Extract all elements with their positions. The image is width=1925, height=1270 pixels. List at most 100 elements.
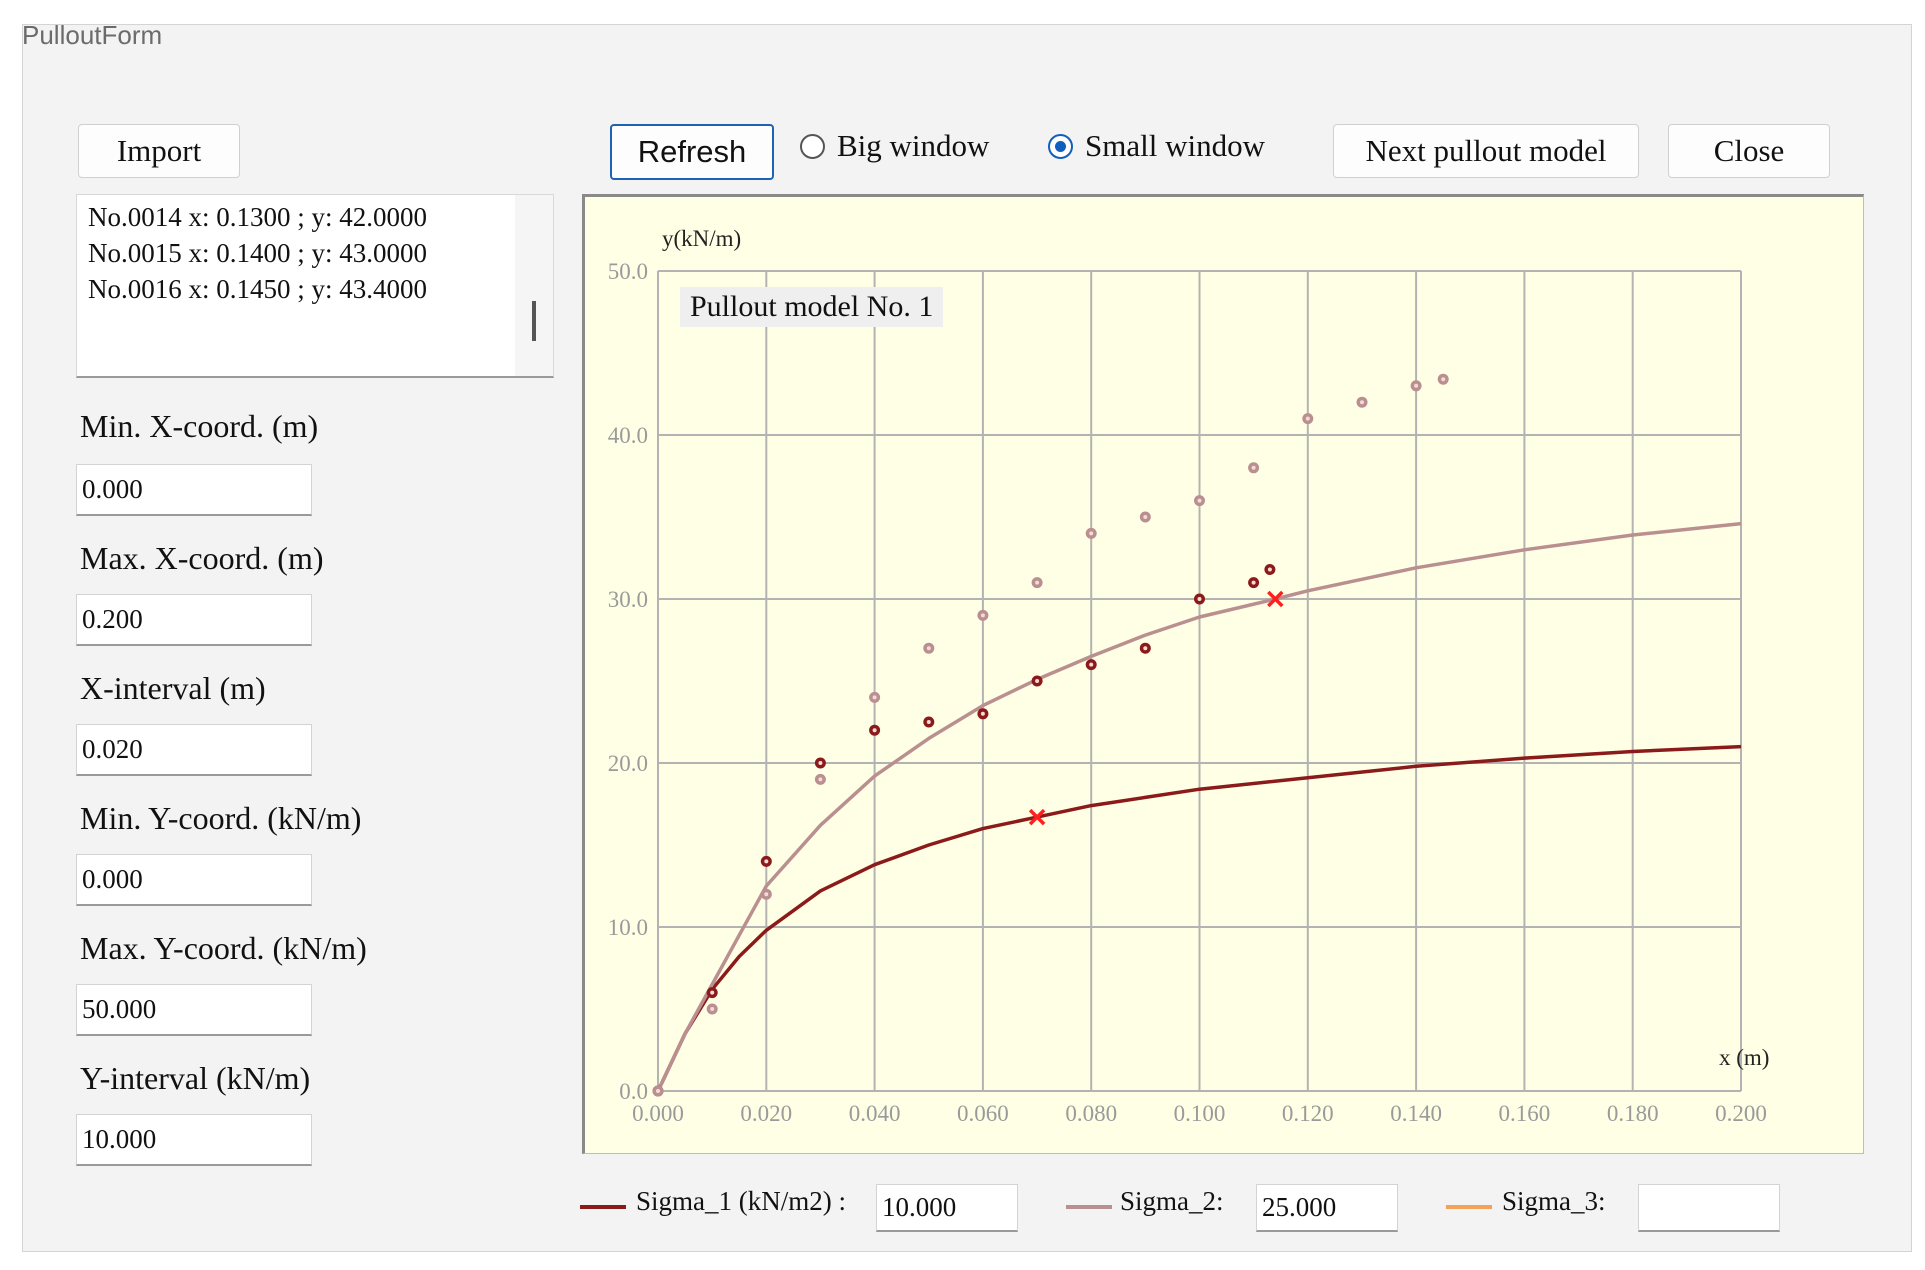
- sigma1-point-center: [1267, 567, 1272, 572]
- sigma2-data-point: [814, 773, 826, 785]
- sigma2-point-center: [1360, 400, 1364, 405]
- x-tick-label: 0.140: [1390, 1101, 1442, 1126]
- sigma2-point-center: [818, 777, 823, 782]
- import-button[interactable]: Import: [78, 124, 240, 178]
- small-window-radio[interactable]: Small window: [1048, 124, 1265, 168]
- y-tick-label: 10.0: [608, 915, 648, 940]
- list-item[interactable]: No.0014 x: 0.1300 ; y: 42.0000: [88, 202, 428, 232]
- sigma3-input[interactable]: [1638, 1184, 1780, 1232]
- sigma2-data-point: [1194, 495, 1205, 507]
- sigma1-data-point: [923, 716, 935, 728]
- sigma1-point-center: [710, 990, 715, 995]
- sigma1-input[interactable]: 10.000: [876, 1184, 1018, 1232]
- y-axis-label: y(kN/m): [662, 226, 741, 251]
- sigma2-point-center: [1305, 416, 1310, 421]
- big-window-radio-circle[interactable]: [800, 133, 825, 159]
- x-axis-label: x (m): [1719, 1045, 1769, 1070]
- window-title: PulloutForm: [22, 20, 163, 50]
- sigma2-data-point: [1031, 577, 1043, 589]
- sigma2-point-center: [1197, 498, 1202, 503]
- peak-marker-stroke: [1267, 590, 1284, 608]
- sigma1-data-point: [706, 987, 718, 999]
- sigma1-point-center: [1143, 646, 1148, 651]
- small-window-radio-circle[interactable]: [1048, 133, 1073, 159]
- sigma2-data-point: [652, 1085, 664, 1097]
- x-interval-input[interactable]: 0.020: [76, 724, 312, 776]
- min-y-input[interactable]: 0.000: [76, 854, 312, 906]
- x-tick-label: 0.080: [1065, 1101, 1117, 1126]
- list-scrollbar[interactable]: [515, 195, 553, 376]
- sigma1-point-center: [1035, 679, 1040, 683]
- sigma2-legend-line: [1066, 1205, 1112, 1209]
- sigma1-point-center: [1089, 662, 1094, 667]
- refresh-button[interactable]: Refresh: [610, 124, 774, 180]
- min-x-input[interactable]: 0.000: [76, 464, 312, 516]
- sigma2-point-center: [764, 892, 769, 897]
- sigma2-data-point: [869, 691, 881, 703]
- sigma1-point-center: [764, 859, 769, 864]
- sigma2-label: Sigma_2:: [1120, 1186, 1224, 1216]
- sigma2-data-point: [1356, 396, 1368, 408]
- max-y-label: Max. Y-coord. (kN/m): [80, 930, 367, 966]
- sigma3-label: Sigma_3:: [1502, 1186, 1606, 1216]
- sigma2-point-center: [1414, 383, 1419, 388]
- x-tick-label: 0.180: [1607, 1101, 1659, 1126]
- data-point-lines: No.0014 x: 0.1300 ; y: 42.0000 No.0015 x…: [77, 195, 553, 307]
- x-interval-label: X-interval (m): [80, 670, 266, 706]
- sigma1-point-center: [818, 761, 823, 765]
- sigma1-fit-curve: [656, 744, 1742, 1092]
- data-point-list[interactable]: No.0014 x: 0.1300 ; y: 42.0000 No.0015 x…: [76, 194, 554, 378]
- x-tick-label: 0.200: [1715, 1101, 1767, 1126]
- y-tick-label: 0.0: [619, 1079, 648, 1104]
- sigma2-data-point: [1410, 380, 1422, 392]
- sigma2-point-center: [710, 1007, 715, 1011]
- pullout-chart: 0.000 0.020 0.040 0.060 0.080 0.100 0.120 0.140…: [608, 226, 1770, 1126]
- sigma2-point-center: [980, 613, 985, 618]
- list-item[interactable]: No.0016 x: 0.1450 ; y: 43.4000: [88, 274, 428, 304]
- sigma2-point-center: [1035, 580, 1040, 585]
- x-tick-label: 0.020: [740, 1101, 792, 1126]
- max-y-input[interactable]: 50.000: [76, 984, 312, 1036]
- sigma2-point-center: [1251, 465, 1256, 470]
- sigma2-data-point: [1248, 462, 1260, 474]
- next-pullout-model-button[interactable]: Next pullout model: [1333, 124, 1639, 178]
- chart-panel: 0.000 0.020 0.040 0.060 0.080 0.100 0.120 0.140…: [582, 194, 1864, 1154]
- max-x-label: Max. X-coord. (m): [80, 540, 324, 576]
- big-window-radio[interactable]: Big window: [800, 124, 989, 168]
- sigma1-label: Sigma_1 (kN/m2) :: [636, 1186, 846, 1216]
- x-tick-label: 0.100: [1174, 1101, 1226, 1126]
- list-item[interactable]: No.0015 x: 0.1400 ; y: 43.0000: [88, 238, 428, 268]
- y-interval-label: Y-interval (kN/m): [80, 1060, 311, 1096]
- max-x-input[interactable]: 0.200: [76, 594, 312, 646]
- sigma3-legend-line: [1446, 1205, 1492, 1209]
- x-tick-label: 0.160: [1499, 1101, 1551, 1126]
- sigma2-data-point: [1085, 527, 1097, 539]
- y-interval-input[interactable]: 10.000: [76, 1114, 312, 1166]
- x-tick-label: 0.000: [632, 1101, 684, 1126]
- sigma1-point-center: [1197, 597, 1202, 601]
- sigma2-input[interactable]: 25.000: [1256, 1184, 1398, 1232]
- sigma1-data-point: [814, 757, 826, 769]
- list-scrollbar-thumb[interactable]: [532, 301, 536, 341]
- peak-marker-stroke: [1028, 808, 1046, 826]
- y-tick-label: 50.0: [608, 259, 648, 284]
- min-y-label: Min. Y-coord. (kN/m): [80, 800, 362, 836]
- sigma1-data-point: [977, 708, 989, 720]
- sigma1-data-point: [869, 724, 881, 736]
- x-tick-label: 0.120: [1282, 1101, 1334, 1126]
- sigma2-data-point: [1437, 373, 1449, 385]
- sigma1-peak-marker: [1028, 808, 1046, 826]
- sigma1-data-point: [1264, 564, 1276, 575]
- y-tick-label: 40.0: [608, 423, 648, 448]
- sigma2-data-point: [706, 1003, 718, 1015]
- y-tick-label: 20.0: [608, 751, 648, 776]
- small-window-label: Small window: [1085, 128, 1265, 163]
- sigma2-point-center: [926, 646, 931, 651]
- sigma1-data-point: [760, 855, 772, 867]
- sigma1-data-point: [1194, 593, 1205, 605]
- sigma2-point-center: [1089, 531, 1094, 536]
- sigma2-data-point: [977, 609, 989, 621]
- close-button[interactable]: Close: [1668, 124, 1830, 178]
- sigma2-point-center: [872, 695, 877, 700]
- sigma2-peak-marker: [1267, 590, 1284, 608]
